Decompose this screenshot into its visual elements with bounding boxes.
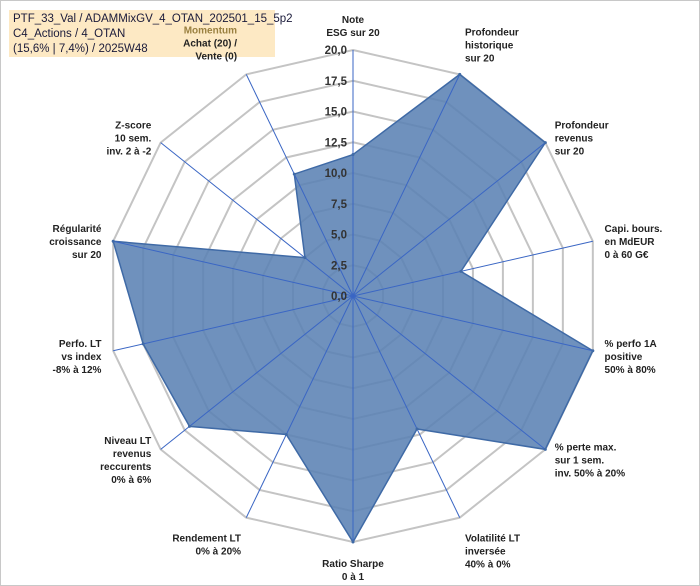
axis-spoke xyxy=(245,74,354,297)
axis-spoke xyxy=(113,295,354,352)
axis-label: Momentum Achat (20) / Vente (0) xyxy=(183,26,237,63)
axis-label: Niveau LT revenus reccurents 0% à 6% xyxy=(100,436,152,486)
axis-label-line: sur 1 sem. xyxy=(555,455,605,466)
axis-spoke xyxy=(352,74,461,297)
tick-label: 5,0 xyxy=(331,230,347,242)
data-point xyxy=(543,447,547,451)
axis-spoke xyxy=(352,142,546,297)
axis-label-line: 0% à 6% xyxy=(111,475,151,486)
data-point xyxy=(591,349,595,353)
axis-label-line: Perfo. LT xyxy=(59,339,102,350)
data-point xyxy=(351,540,355,544)
axis-label-line: % perte max. xyxy=(555,442,617,453)
data-point xyxy=(111,239,115,243)
axis-label: Profondeur revenus sur 20 xyxy=(555,121,609,158)
data-point xyxy=(459,269,463,273)
axis-spoke xyxy=(160,295,354,450)
axis-label-line: Volatilité LT xyxy=(465,533,520,544)
axis-label-line: ESG sur 20 xyxy=(326,28,380,39)
axis-label-line: 0% à 20% xyxy=(195,546,241,557)
axis-label-line: inv. 50% à 20% xyxy=(555,468,626,479)
axis-label: Profondeur historique sur 20 xyxy=(465,28,519,65)
data-point xyxy=(303,256,307,260)
axis-label-line: Momentum xyxy=(184,26,237,37)
tick-label: 7,5 xyxy=(331,199,348,211)
axis-label-line: croissance xyxy=(49,237,102,248)
axis-label-line: Régularité xyxy=(53,224,102,235)
tick-label: 15,0 xyxy=(325,107,347,119)
axis-label-line: 10 sem. xyxy=(115,134,152,145)
axis-label-line: vs index xyxy=(61,352,101,363)
axis-label: Note ESG sur 20 xyxy=(326,15,380,39)
axis-spoke xyxy=(352,240,593,297)
axis-label: Capi. bours. en MdEUR 0 à 60 G€ xyxy=(605,224,663,261)
header-line-stats: (15,6% | 7,4%) / 2025W48 xyxy=(13,43,148,55)
chart-header: PTF_33_Val / ADAMMixGV_4_OTAN_202501_15_… xyxy=(9,10,293,57)
axis-label: Rendement LT 0% à 20% xyxy=(172,533,241,557)
axis-label-line: positive xyxy=(605,352,643,363)
axis-label: Perfo. LT vs index -8% à 12% xyxy=(53,339,102,376)
axis-label-line: 40% à 0% xyxy=(465,559,511,570)
tick-label: 20,0 xyxy=(325,45,347,57)
axis-spoke xyxy=(113,240,354,297)
axis-spoke xyxy=(352,295,593,352)
data-point xyxy=(415,427,419,431)
axis-spoke xyxy=(352,295,461,518)
axis-label-line: en MdEUR xyxy=(605,237,656,248)
axis-label-line: Ratio Sharpe xyxy=(322,559,384,570)
data-point xyxy=(543,141,547,145)
axis-label-line: reccurents xyxy=(100,462,152,473)
axis-label-line: inversée xyxy=(465,546,506,557)
axis-label: % perte max. sur 1 sem. inv. 50% à 20% xyxy=(555,442,626,479)
data-point xyxy=(141,342,145,346)
axis-label-line: sur 20 xyxy=(72,250,102,261)
tick-label: 0,0 xyxy=(331,291,347,303)
data-point xyxy=(351,153,355,157)
axis-label-line: sur 20 xyxy=(465,54,495,65)
axis-label-line: Niveau LT xyxy=(104,436,151,447)
axis-label-line: inv. 2 à -2 xyxy=(106,147,151,158)
axis-label-line: Z-score xyxy=(115,121,152,132)
axis-label-line: Vente (0) xyxy=(195,52,237,63)
axis-label-line: sur 20 xyxy=(555,147,585,158)
axis-label: Z-score 10 sem. inv. 2 à -2 xyxy=(106,121,151,158)
tick-label: 12,5 xyxy=(325,137,348,149)
axis-label-line: Note xyxy=(342,15,365,26)
data-point xyxy=(284,433,288,437)
axis-label-line: Rendement LT xyxy=(172,533,241,544)
axis-label: Régularité croissance sur 20 xyxy=(49,224,102,261)
header-line-category: C4_Actions / 4_OTAN xyxy=(13,28,126,40)
axis-label-line: historique xyxy=(465,41,514,52)
axis-spoke xyxy=(245,295,354,518)
axis-label-line: revenus xyxy=(555,134,594,145)
axis-label-line: % perfo 1A xyxy=(605,339,657,350)
axis-label: % perfo 1A positive 50% à 80% xyxy=(605,339,657,376)
axis-label-line: 0 à 1 xyxy=(342,572,365,583)
axis-label: Ratio Sharpe 0 à 1 xyxy=(322,559,384,583)
axis-label-line: -8% à 12% xyxy=(53,365,102,376)
tick-label: 10,0 xyxy=(325,168,347,180)
axis-label: Volatilité LT inversée 40% à 0% xyxy=(465,533,520,570)
data-point xyxy=(458,72,462,76)
tick-label: 2,5 xyxy=(331,260,348,272)
axis-label-line: Profondeur xyxy=(465,28,519,39)
axis-spoke xyxy=(352,295,546,450)
header-line-portfolio: PTF_33_Val / ADAMMixGV_4_OTAN_202501_15_… xyxy=(13,13,293,25)
tick-label: 17,5 xyxy=(325,76,348,88)
axis-label-line: revenus xyxy=(113,449,152,460)
axis-label-line: 0 à 60 G€ xyxy=(605,250,649,261)
axis-label-line: Capi. bours. xyxy=(605,224,663,235)
axis-label-line: 50% à 80% xyxy=(605,365,656,376)
axis-label-line: Achat (20) / xyxy=(183,39,237,50)
axis-spoke xyxy=(160,142,354,297)
axis-label-line: Profondeur xyxy=(555,121,609,132)
data-point xyxy=(292,172,296,176)
data-point xyxy=(188,424,192,428)
